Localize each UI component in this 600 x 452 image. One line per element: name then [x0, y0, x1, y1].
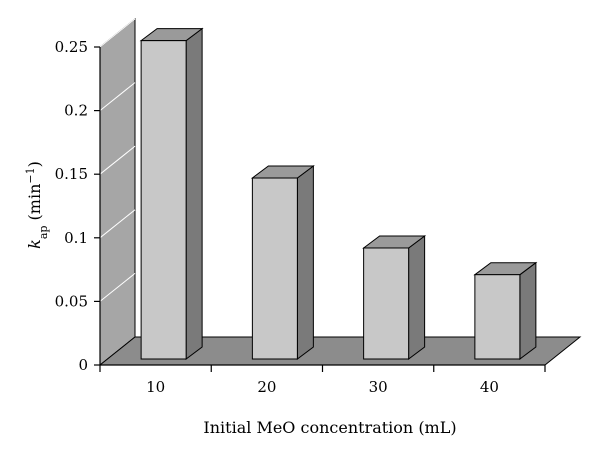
x-tick-label: 10	[146, 378, 165, 396]
y-axis-title: kap (min−1)	[24, 161, 50, 249]
bar-front	[251, 177, 298, 360]
y-tick-label: 0	[78, 356, 88, 374]
y-axis-symbol: k	[25, 239, 44, 249]
bar	[250, 165, 315, 360]
bar-front	[140, 40, 187, 360]
y-axis-superscript: −1	[24, 167, 37, 183]
bar-side	[519, 261, 537, 360]
bar-front	[363, 247, 410, 360]
x-tick-label: 40	[480, 378, 499, 396]
bars	[139, 27, 538, 360]
back-wall	[99, 17, 136, 367]
bar	[362, 234, 427, 360]
y-tick-label: 0.2	[64, 102, 88, 120]
y-tick-label: 0.1	[64, 229, 88, 247]
y-tick-label: 0.15	[55, 165, 88, 183]
y-tick-label: 0.25	[55, 38, 88, 56]
x-tick-label: 20	[257, 378, 276, 396]
gridline	[99, 145, 136, 175]
bar	[139, 27, 204, 360]
x-axis-title: Initial MeO concentration (mL)	[203, 418, 456, 437]
bar-side	[185, 27, 203, 360]
x-tick-labels: 10 20 30 40	[146, 378, 499, 396]
gridline	[99, 209, 136, 239]
bar-front	[474, 274, 521, 360]
gridline	[99, 18, 136, 48]
y-axis-unit: (min	[25, 184, 44, 226]
x-tick-label: 30	[369, 378, 388, 396]
gridlines	[99, 18, 136, 302]
gridline	[99, 273, 136, 302]
bar	[473, 261, 538, 360]
gridline	[99, 82, 136, 111]
y-axis-subscript: ap	[37, 226, 50, 240]
bar-side	[296, 165, 314, 360]
y-tick-label: 0.05	[55, 292, 88, 310]
bar-side	[408, 234, 426, 360]
y-axis-close: )	[25, 161, 44, 167]
axes	[94, 46, 546, 372]
y-tick-labels: 0 0.05 0.1 0.15 0.2 0.25	[55, 38, 88, 374]
